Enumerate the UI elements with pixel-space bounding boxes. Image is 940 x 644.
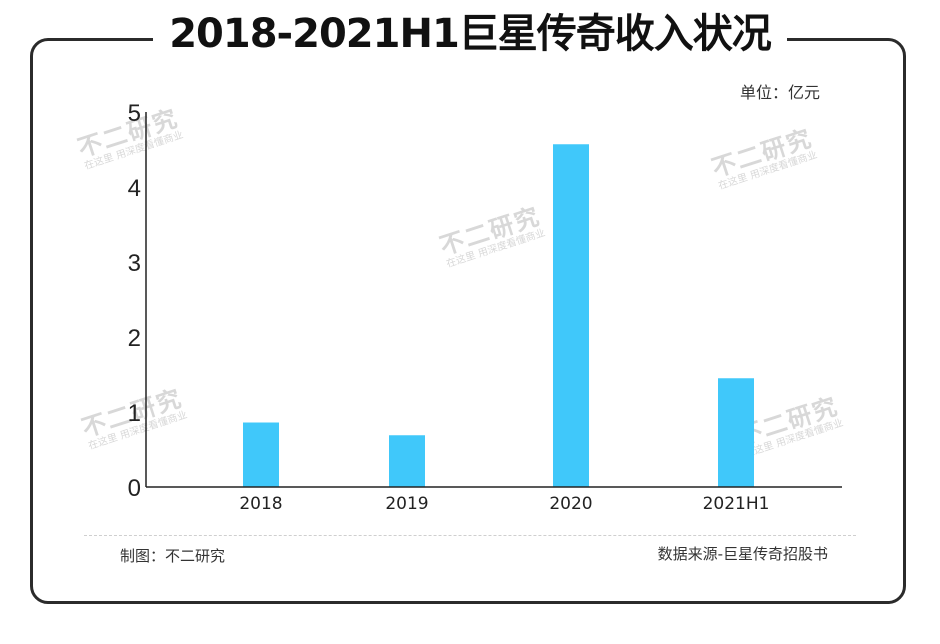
chart-title-wrap: 2018-2021H1巨星传奇收入状况 <box>0 6 940 62</box>
x-tick-label: 2021H1 <box>703 494 770 514</box>
y-tick-label: 0 <box>128 475 141 502</box>
x-tick-label: 2020 <box>549 494 592 514</box>
data-source: 数据来源-巨星传奇招股书 <box>657 545 828 563</box>
unit-label: 单位：亿元 <box>739 83 820 102</box>
x-tick-label: 2019 <box>385 494 428 514</box>
y-tick-label: 4 <box>128 175 141 202</box>
chart-title: 2018-2021H1巨星传奇收入状况 <box>153 6 787 62</box>
footer-divider <box>84 535 856 536</box>
bar-2018 <box>243 422 279 487</box>
bar-2020 <box>553 144 589 487</box>
y-tick-label: 2 <box>128 325 141 352</box>
bar-2019 <box>389 435 425 487</box>
y-tick-label: 5 <box>128 100 141 127</box>
x-tick-label: 2018 <box>239 494 282 514</box>
y-tick-label: 3 <box>128 250 141 277</box>
y-tick-label: 1 <box>128 400 141 427</box>
chart-maker: 制图：不二研究 <box>120 547 226 565</box>
bar-2021H1 <box>718 378 754 487</box>
